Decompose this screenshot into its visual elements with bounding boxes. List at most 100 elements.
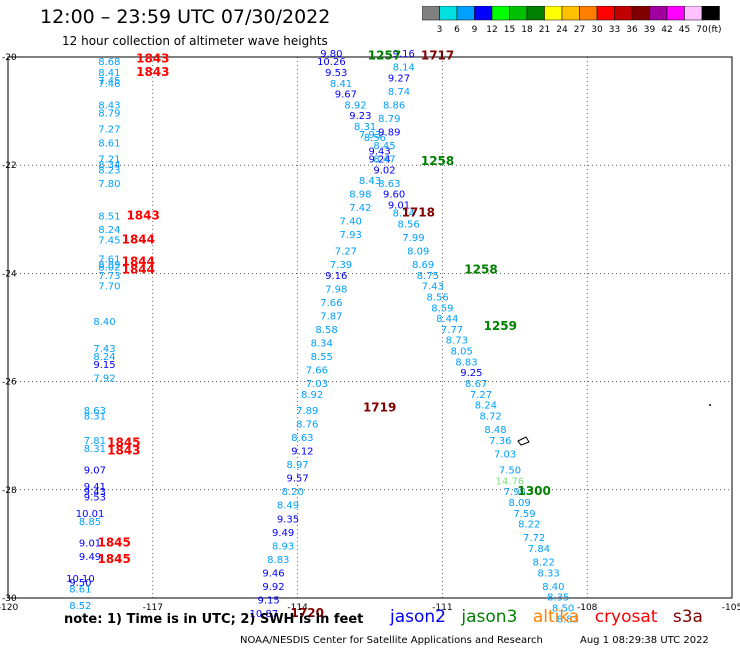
wave-height-point: 8.69 [412, 260, 434, 271]
pass-time-label: 1719 [363, 400, 396, 414]
wave-height-point: 9.35 [277, 514, 299, 525]
wave-height-point: 7.66 [320, 298, 342, 309]
wave-height-point: 9.80 [320, 49, 342, 60]
wave-height-point: 9.02 [373, 165, 395, 176]
wave-height-point: 8.52 [69, 601, 91, 612]
wave-height-point: 8.76 [296, 420, 318, 431]
legend-label: 6 [454, 25, 460, 35]
legend-label: 70 [696, 25, 708, 35]
pass-time-label: 1718 [402, 206, 435, 220]
legend-label: 33 [609, 25, 620, 35]
satellite-jason3: jason3 [461, 607, 518, 627]
wave-height-point: 8.47 [373, 154, 395, 165]
wave-height-point: 8.48 [484, 425, 506, 436]
wave-height-point: 7.70 [98, 282, 120, 293]
wave-height-point: 8.41 [330, 79, 352, 90]
wave-height-point: 8.33 [537, 568, 559, 579]
wave-height-point: 8.35 [547, 593, 569, 604]
wave-height-point: 8.49 [277, 501, 299, 512]
wave-height-point: 8.74 [393, 209, 415, 220]
wave-height-point: 8.09 [508, 498, 530, 509]
pass-time-label: 1258 [464, 262, 497, 276]
legend-label: 24 [556, 25, 568, 35]
wave-height-point: 10.10 [66, 574, 95, 585]
wave-height-point: 8.63 [378, 179, 400, 190]
island-dot [709, 404, 711, 406]
wave-height-point: 8.73 [446, 336, 468, 347]
wave-height-point: 8.56 [426, 292, 448, 303]
wave-height-point: 7.39 [330, 260, 352, 271]
wave-height-point: 8.63 [291, 433, 313, 444]
wave-height-point: 7.95 [504, 487, 526, 498]
wave-height-point: 8.34 [311, 338, 333, 349]
wave-height-point: 9.16 [325, 271, 347, 282]
wave-height-point: 7.77 [441, 325, 463, 336]
wave-height-point: 9.07 [84, 466, 106, 477]
wave-height-point: 9.53 [325, 68, 347, 79]
pass-time-label: 1844 [122, 233, 155, 247]
wave-height-point: 8.40 [542, 582, 564, 593]
wave-height-point: 7.89 [296, 406, 318, 417]
wave-height-point: 8.31 [354, 122, 376, 133]
wave-height-point: 9.16 [393, 49, 415, 60]
wave-height-point: 7.36 [489, 436, 511, 447]
wave-height-point: 8.02 [98, 263, 120, 274]
wave-height-point: 8.68 [98, 57, 120, 68]
page-title: 12:00 – 23:59 UTC 07/30/2022 [40, 6, 331, 28]
legend-label: 30 [591, 25, 603, 35]
note-text: note: 1) Time is in UTC; 2) SWH is in fe… [64, 612, 364, 627]
wave-height-point: 10.26 [317, 57, 346, 68]
wave-height-point: 8.75 [417, 271, 439, 282]
legend-label: 9 [472, 25, 478, 35]
wave-height-point: 8.89 [98, 260, 120, 271]
lat-tick-label: -24 [2, 269, 17, 279]
wave-height-point: 8.43 [359, 176, 381, 187]
wave-height-point: 10.87 [249, 609, 278, 620]
wave-height-point: 8.92 [301, 390, 323, 401]
wave-height-point: 9.15 [258, 595, 280, 606]
wave-height-point: 8.22 [518, 520, 540, 531]
timestamp-text: Aug 1 08:29:38 UTC 2022 [580, 635, 709, 646]
legend-label: 12 [486, 25, 497, 35]
wave-height-point: 14.76 [496, 476, 525, 487]
wave-height-point: 8.09 [407, 246, 429, 257]
pass-time-label: 1300 [517, 484, 550, 498]
wave-height-point: 8.31 [84, 444, 106, 455]
wave-height-point: 8.20 [282, 487, 304, 498]
wave-height-point: 8.63 [84, 406, 106, 417]
wave-height-point: 9.01 [79, 539, 101, 550]
wave-height-point: 8.05 [451, 347, 473, 358]
satellite-s3a: s3a [672, 607, 703, 627]
lat-tick-label: -26 [2, 378, 17, 388]
legend-unit: (ft) [708, 25, 722, 35]
wave-height-point: 9.43 [84, 487, 106, 498]
wave-height-point: 8.24 [93, 352, 115, 363]
wave-height-point: 8.83 [267, 555, 289, 566]
wave-height-point: 8.22 [533, 558, 555, 569]
pass-time-label: 1843 [136, 65, 169, 79]
wave-height-point: 7.80 [98, 179, 120, 190]
wave-height-point: 7.99 [402, 233, 424, 244]
lat-tick-label: -28 [2, 486, 17, 496]
wave-height-point: 7.27 [98, 125, 120, 136]
wave-height-point: 9.60 [383, 190, 405, 201]
lon-tick-label: -114 [287, 603, 308, 613]
wave-height-point: 7.93 [340, 230, 362, 241]
wave-height-point: 8.92 [344, 100, 366, 111]
lon-tick-label: -120 [0, 603, 18, 613]
wave-height-point: 7.87 [320, 311, 342, 322]
wave-height-point: 9.53 [84, 493, 106, 504]
wave-height-point: 8.56 [397, 219, 419, 230]
pass-time-label: 1843 [107, 444, 140, 458]
wave-height-point: 8.44 [436, 314, 458, 325]
wave-height-point: 8.79 [98, 109, 120, 120]
wave-height-point: 9.92 [262, 582, 284, 593]
wave-height-point: 9.50 [69, 578, 91, 589]
wave-height-point: 9.49 [272, 528, 294, 539]
legend-swatch [701, 6, 720, 21]
wave-height-point: 7.92 [93, 374, 115, 385]
wave-height-point: 8.24 [475, 401, 497, 412]
pass-time-label: 1843 [126, 208, 159, 222]
lon-tick-label: -111 [432, 603, 452, 613]
wave-height-point: 7.03 [306, 379, 328, 390]
